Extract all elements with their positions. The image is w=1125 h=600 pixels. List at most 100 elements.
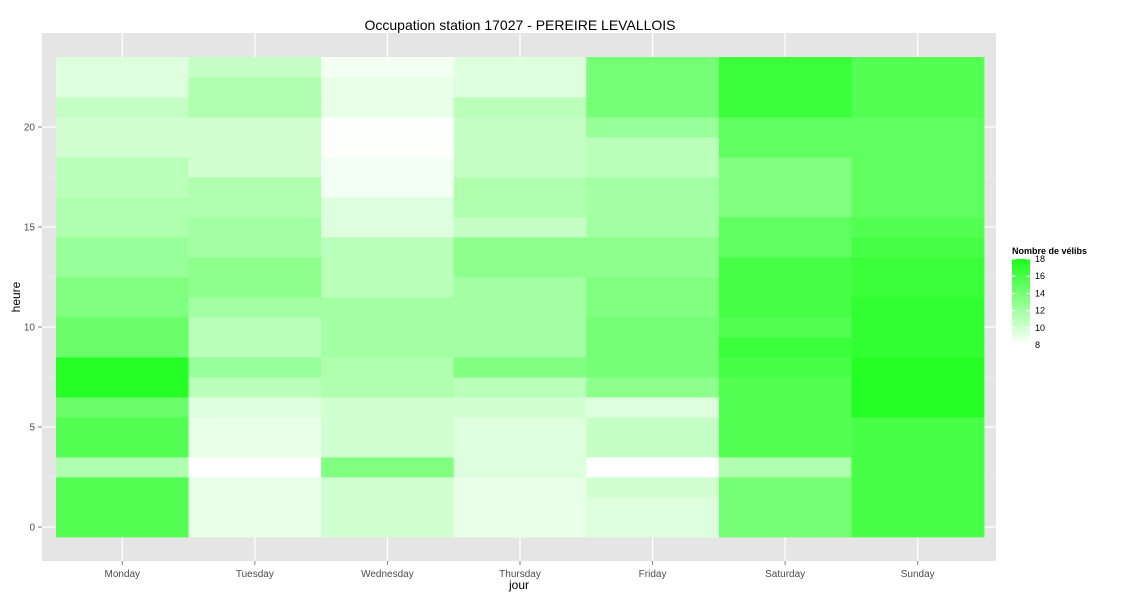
heatmap-cell (718, 57, 852, 78)
heatmap-cell (586, 497, 720, 518)
heatmap-cell (453, 257, 587, 278)
heatmap-cell (56, 177, 189, 198)
heatmap-cell (321, 197, 455, 218)
heatmap-cell (188, 417, 322, 438)
heatmap-cell (56, 457, 189, 478)
heatmap-cell (56, 197, 189, 218)
heatmap-cell (321, 397, 455, 418)
legend-tick-label: 12 (1035, 306, 1045, 316)
y-axis-ticks: 0 5 10 15 20 (24, 123, 42, 534)
heatmap-cell (321, 497, 455, 518)
heatmap-cell (851, 237, 985, 258)
heatmap-cell (586, 97, 720, 118)
heatmap-cell (321, 277, 455, 298)
heatmap-cell (718, 437, 852, 458)
heatmap-cell (321, 177, 455, 198)
heatmap-cell (321, 437, 455, 458)
heatmap-cell (56, 157, 189, 178)
heatmap-cell (851, 117, 985, 138)
heatmap-cell (586, 357, 720, 378)
heatmap-cell (851, 97, 985, 118)
heatmap-cell (188, 457, 322, 478)
heatmap-cell (851, 157, 985, 178)
heatmap-cell (718, 297, 852, 318)
y-tick-label: 15 (24, 223, 36, 234)
heatmap-cell (851, 477, 985, 498)
heatmap-cell (718, 177, 852, 198)
heatmap-cell (718, 137, 852, 158)
legend-tick-label: 14 (1035, 288, 1045, 298)
heatmap-cell (453, 217, 587, 238)
heatmap-cell (321, 77, 455, 98)
y-tick-label: 5 (29, 423, 35, 434)
heatmap-cell (321, 377, 455, 398)
legend-colorbar (1012, 259, 1030, 345)
heatmap-cell (321, 257, 455, 278)
heatmap-cell (586, 397, 720, 418)
heatmap-cell (718, 317, 852, 338)
heatmap-cell (851, 457, 985, 478)
heatmap-cell (188, 197, 322, 218)
heatmap-cell (851, 497, 985, 518)
heatmap-cell (56, 377, 189, 398)
heatmap-cell (321, 97, 455, 118)
x-tick-label: Saturday (765, 569, 805, 580)
heatmap-cell (56, 477, 189, 498)
heatmap-cell (851, 137, 985, 158)
heatmap-cell (321, 137, 455, 158)
heatmap-cell (56, 137, 189, 158)
heatmap-cell (56, 57, 189, 78)
heatmap-cell (586, 517, 720, 538)
x-tick-label: Tuesday (236, 569, 274, 580)
heatmap-cell (718, 497, 852, 518)
heatmap-cell (453, 397, 587, 418)
heatmap-cell (188, 437, 322, 458)
legend-tick-label: 16 (1035, 271, 1045, 281)
y-tick-label: 10 (24, 323, 36, 334)
heatmap-cell (321, 217, 455, 238)
x-axis-title: jour (508, 578, 529, 592)
heatmap-cell (56, 237, 189, 258)
heatmap-cell (321, 57, 455, 78)
heatmap-cell (188, 277, 322, 298)
heatmap-cell (453, 337, 587, 358)
heatmap-cell (188, 157, 322, 178)
y-tick-label: 0 (29, 523, 35, 534)
heatmap-cell (851, 217, 985, 238)
heatmap-cell (586, 57, 720, 78)
heatmap-cell (718, 217, 852, 238)
heatmap-cell (586, 457, 720, 478)
heatmap-cell (56, 297, 189, 318)
heatmap-cell (188, 137, 322, 158)
heatmap-cell (851, 377, 985, 398)
heatmap-cell (453, 157, 587, 178)
x-tick-label: Monday (104, 569, 140, 580)
heatmap-cell (188, 477, 322, 498)
heatmap-cell (718, 397, 852, 418)
heatmap-cell (453, 437, 587, 458)
legend: Nombre de vélibs 8 10 12 14 16 18 (1012, 246, 1087, 350)
heatmap-cell (56, 337, 189, 358)
heatmap-cell (188, 397, 322, 418)
heatmap-cell (188, 57, 322, 78)
heatmap-cell (188, 257, 322, 278)
heatmap-cell (718, 477, 852, 498)
heatmap-cell (321, 337, 455, 358)
heatmap-cell (851, 317, 985, 338)
heatmap-cell (718, 257, 852, 278)
heatmap-cell (453, 197, 587, 218)
heatmap-cell (718, 337, 852, 358)
y-axis-title: heure (9, 281, 23, 312)
heatmap-cell (188, 517, 322, 538)
heatmap-cell (453, 237, 587, 258)
heatmap-cell (188, 237, 322, 258)
heatmap-cell (188, 317, 322, 338)
heatmap-cell (718, 97, 852, 118)
heatmap-cell (188, 357, 322, 378)
heatmap-cell (851, 277, 985, 298)
heatmap-cell (453, 137, 587, 158)
heatmap-cell (56, 437, 189, 458)
x-tick-label: Sunday (901, 569, 935, 580)
heatmap-cell (851, 57, 985, 78)
